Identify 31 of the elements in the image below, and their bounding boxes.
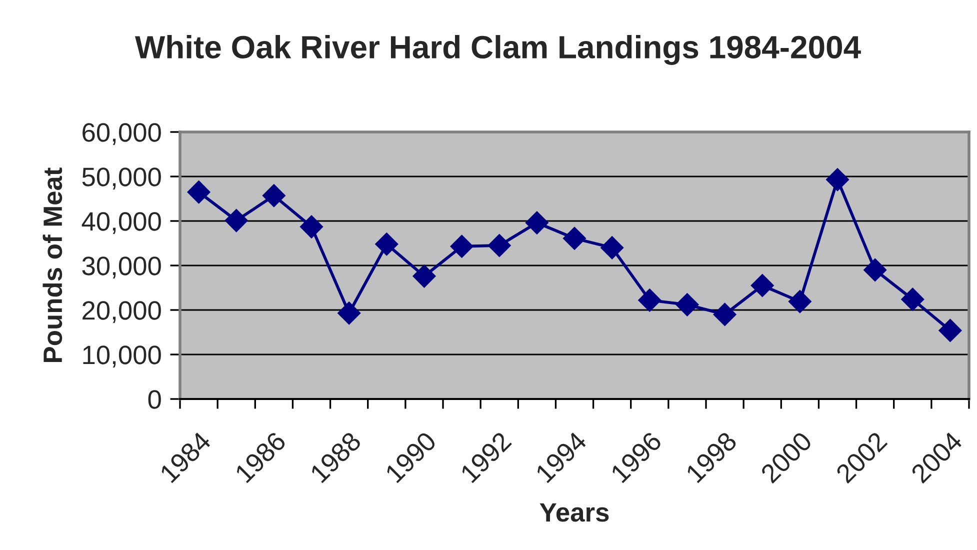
- y-tick-label: 50,000: [82, 168, 161, 190]
- point: [412, 264, 436, 288]
- y-tick-label: 0: [148, 390, 161, 409]
- point: [675, 292, 699, 316]
- point: [300, 215, 324, 239]
- point: [525, 210, 549, 235]
- chart-title: White Oak River Hard Clam Landings 1984-2004: [134, 35, 861, 65]
- point: [638, 288, 662, 312]
- y-tick-label: 20,000: [82, 301, 161, 323]
- y-axis-title: Pounds of Meat: [42, 168, 62, 362]
- point: [488, 234, 512, 258]
- point: [750, 274, 774, 298]
- point: [337, 301, 361, 325]
- point: [788, 290, 812, 314]
- point: [863, 258, 887, 282]
- point: [826, 168, 850, 192]
- point: [262, 184, 286, 208]
- y-tick-label: 60,000: [82, 123, 161, 145]
- point: [938, 318, 962, 342]
- point: [900, 288, 924, 312]
- point: [187, 180, 211, 204]
- point: [450, 234, 474, 258]
- point: [713, 302, 737, 326]
- point: [224, 208, 248, 232]
- point: [600, 236, 624, 260]
- y-tick-label: 30,000: [82, 256, 161, 278]
- y-tick-label: 40,000: [82, 212, 161, 234]
- x-axis-title: Years: [540, 503, 609, 522]
- point: [562, 226, 586, 250]
- y-tick-label: 10,000: [83, 346, 161, 368]
- point: [374, 232, 398, 256]
